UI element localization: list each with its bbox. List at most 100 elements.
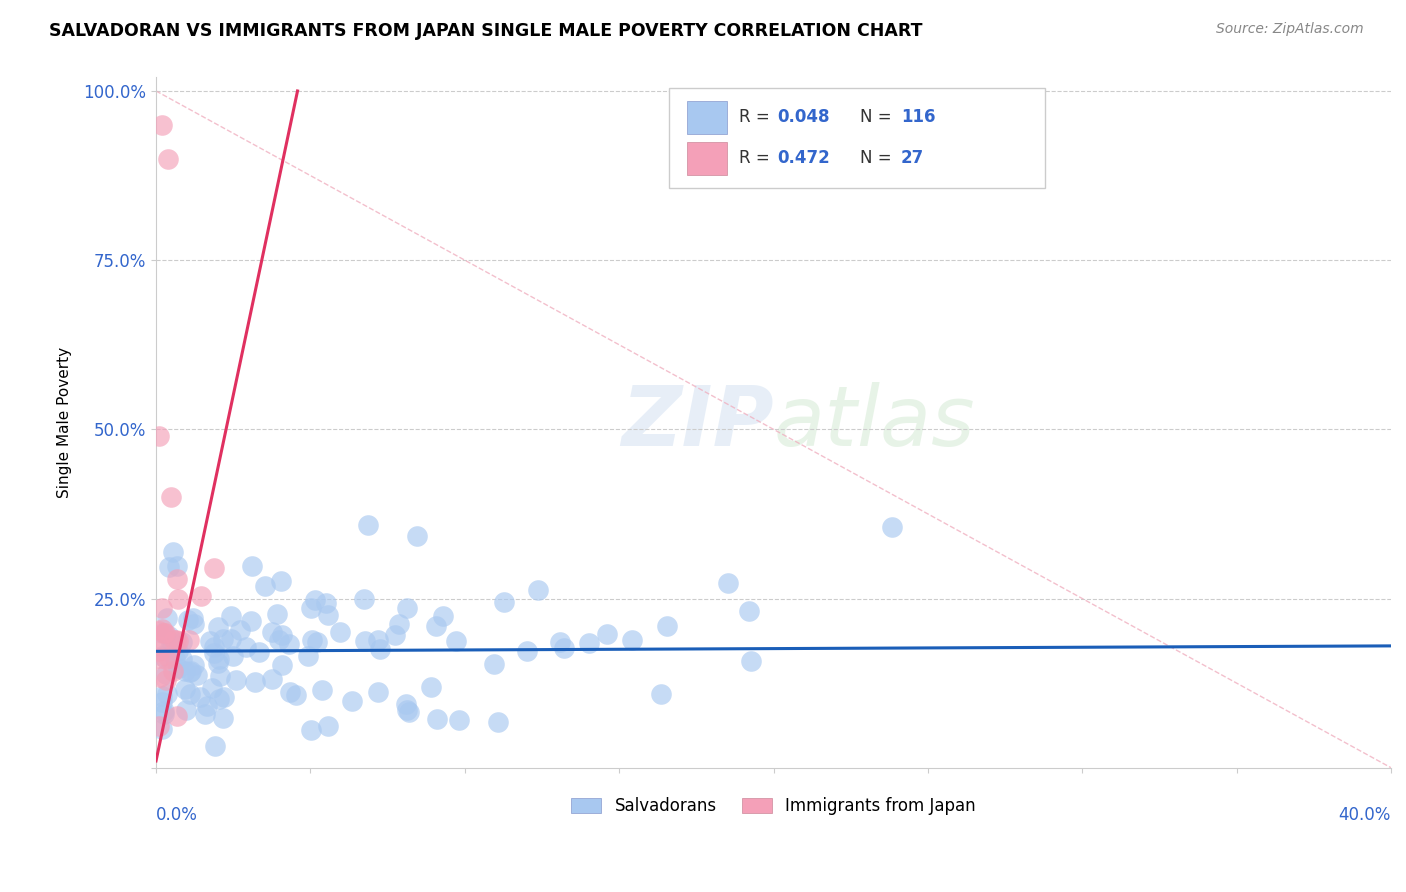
Point (482, 657, 505, 671)
Point (165, 652, 187, 666)
Point (202, 561, 225, 575)
Point (148, 624, 170, 639)
Point (280, 684, 302, 698)
Text: 0.0%: 0.0% (156, 805, 198, 823)
Point (340, 694, 363, 708)
Point (253, 579, 276, 593)
Point (160, 636, 183, 650)
Point (516, 644, 538, 658)
Point (406, 529, 429, 543)
Point (166, 709, 188, 723)
Point (170, 652, 193, 666)
Point (262, 672, 284, 686)
Point (153, 704, 176, 718)
Point (148, 639, 170, 653)
Point (150, 623, 173, 637)
Point (550, 634, 572, 648)
Point (329, 624, 352, 639)
Point (157, 629, 180, 643)
Text: N =: N = (860, 149, 897, 168)
Point (188, 690, 211, 705)
Point (740, 654, 762, 668)
Point (155, 667, 177, 681)
Text: 40.0%: 40.0% (1339, 805, 1391, 823)
Point (148, 644, 170, 658)
Text: atlas: atlas (773, 382, 976, 463)
Point (173, 681, 195, 696)
Point (204, 739, 226, 754)
Point (165, 632, 187, 647)
Point (198, 634, 221, 648)
Point (304, 593, 326, 607)
Point (153, 625, 176, 640)
Point (239, 614, 262, 628)
Point (211, 711, 233, 725)
Text: ZIP: ZIP (621, 382, 773, 463)
Point (157, 651, 180, 665)
Point (266, 607, 288, 621)
Point (207, 620, 229, 634)
Point (209, 669, 232, 683)
Point (494, 595, 516, 609)
Point (650, 687, 672, 701)
Point (190, 589, 212, 603)
Point (880, 520, 903, 534)
Point (148, 719, 170, 733)
Point (159, 641, 181, 656)
Point (311, 682, 333, 697)
Point (267, 633, 290, 648)
Point (368, 642, 391, 657)
Point (170, 634, 193, 648)
Point (420, 680, 443, 694)
Text: Source: ZipAtlas.com: Source: ZipAtlas.com (1216, 22, 1364, 37)
Point (270, 574, 292, 589)
Point (284, 688, 307, 702)
Point (194, 707, 217, 722)
Y-axis label: Single Male Poverty: Single Male Poverty (58, 347, 72, 498)
Point (166, 661, 188, 675)
Point (180, 664, 202, 678)
Bar (688, 101, 727, 134)
Point (240, 558, 263, 573)
Text: 116: 116 (901, 108, 935, 127)
Point (155, 652, 177, 666)
Text: 27: 27 (901, 149, 924, 168)
Point (166, 633, 188, 648)
Point (444, 633, 467, 648)
Text: SALVADORAN VS IMMIGRANTS FROM JAPAN SINGLE MALE POVERTY CORRELATION CHART: SALVADORAN VS IMMIGRANTS FROM JAPAN SING… (49, 22, 922, 40)
Point (367, 685, 389, 699)
Text: 0.472: 0.472 (778, 149, 830, 168)
Point (177, 632, 200, 647)
Point (395, 600, 418, 615)
Point (305, 635, 328, 649)
Text: R =: R = (740, 149, 775, 168)
Point (221, 609, 243, 624)
Text: 0.048: 0.048 (778, 108, 830, 127)
Point (271, 628, 294, 642)
Point (157, 560, 180, 574)
Point (202, 646, 225, 660)
Point (553, 641, 575, 656)
Point (157, 152, 180, 166)
Point (150, 648, 173, 663)
Point (204, 640, 226, 654)
Point (150, 600, 173, 615)
Point (301, 633, 323, 648)
Point (395, 697, 418, 711)
Point (149, 670, 172, 684)
Point (316, 719, 339, 733)
Point (621, 633, 644, 648)
Point (299, 601, 322, 615)
Point (219, 632, 242, 646)
Point (212, 690, 235, 705)
Point (357, 517, 380, 532)
Point (486, 714, 509, 729)
Text: N =: N = (860, 108, 897, 127)
Point (297, 648, 319, 663)
Point (425, 619, 447, 633)
Point (260, 624, 283, 639)
Point (179, 687, 201, 701)
Point (173, 664, 195, 678)
Point (449, 713, 471, 727)
Point (225, 673, 247, 688)
